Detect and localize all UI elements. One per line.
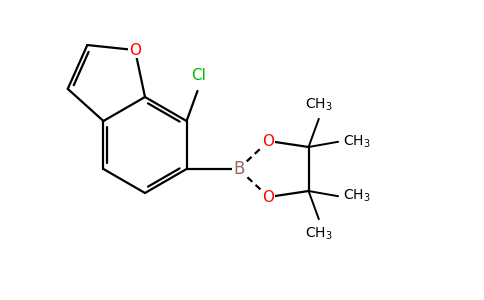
Text: O: O bbox=[129, 43, 141, 58]
Text: CH$_3$: CH$_3$ bbox=[305, 225, 333, 242]
Text: CH$_3$: CH$_3$ bbox=[343, 134, 371, 150]
Text: Cl: Cl bbox=[191, 68, 206, 83]
Text: O: O bbox=[262, 190, 274, 205]
Text: CH$_3$: CH$_3$ bbox=[343, 188, 371, 204]
Text: B: B bbox=[233, 160, 244, 178]
Text: O: O bbox=[262, 134, 274, 148]
Text: CH$_3$: CH$_3$ bbox=[305, 96, 333, 113]
